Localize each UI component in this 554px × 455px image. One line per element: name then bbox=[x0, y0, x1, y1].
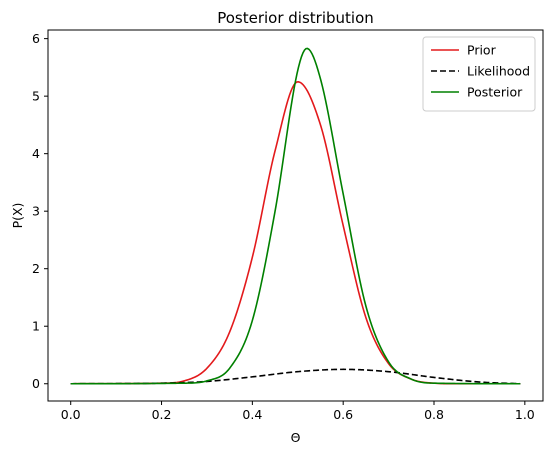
legend-label-likelihood: Likelihood bbox=[467, 64, 530, 79]
x-tick-label: 0.8 bbox=[424, 407, 444, 422]
x-axis-label: Θ bbox=[291, 430, 301, 445]
x-tick-label: 1.0 bbox=[515, 407, 535, 422]
series-line-likelihood bbox=[70, 368, 521, 385]
y-tick-label: 5 bbox=[32, 89, 40, 104]
y-tick-label: 6 bbox=[32, 31, 40, 46]
y-tick-label: 4 bbox=[32, 146, 40, 161]
y-tick-label: 2 bbox=[32, 261, 40, 276]
series-line-posterior bbox=[70, 47, 521, 385]
y-axis: 0 1 2 3 4 5 6 bbox=[32, 31, 48, 391]
legend: Prior Likelihood Posterior bbox=[422, 36, 536, 112]
x-axis: 0.0 0.2 0.4 0.6 0.8 1.0 bbox=[61, 401, 535, 422]
x-tick-label: 0.6 bbox=[333, 407, 353, 422]
x-tick-label: 0.0 bbox=[61, 407, 81, 422]
legend-label-posterior: Posterior bbox=[467, 85, 523, 100]
y-axis-label: P(X) bbox=[10, 203, 25, 229]
series-line-prior bbox=[70, 81, 521, 385]
chart-title: Posterior distribution bbox=[217, 9, 374, 27]
plot-frame bbox=[47, 29, 544, 402]
legend-label-prior: Prior bbox=[467, 43, 497, 58]
x-tick-label: 0.2 bbox=[152, 407, 172, 422]
y-tick-label: 3 bbox=[32, 204, 40, 219]
y-tick-label: 0 bbox=[32, 376, 40, 391]
y-tick-label: 1 bbox=[32, 319, 40, 334]
plot-lines bbox=[70, 47, 521, 385]
x-tick-label: 0.4 bbox=[242, 407, 262, 422]
